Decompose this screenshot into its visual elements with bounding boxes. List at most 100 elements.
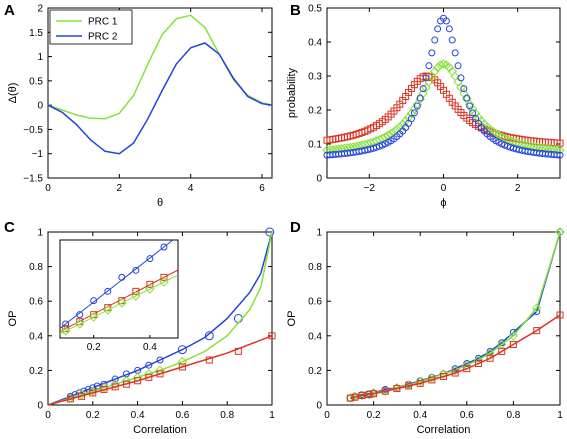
data-point (177, 345, 187, 355)
data-point (451, 49, 459, 57)
x-tick-label: 0 (45, 410, 51, 421)
data-point (373, 143, 381, 151)
panel-c-label: C (4, 219, 15, 236)
inset-data-point (145, 284, 155, 294)
y-axis-label: OP (7, 311, 19, 327)
x-tick-label: 0.2 (86, 410, 100, 421)
y-tick-label: 0.5 (29, 76, 43, 87)
data-point (422, 74, 430, 82)
inset-data-point (159, 277, 169, 287)
y-tick-label: 0.4 (308, 38, 322, 49)
inset-data-point (90, 311, 98, 319)
y-tick-label: 0.8 (308, 262, 322, 273)
data-point (421, 83, 431, 93)
legend-entry: PRC 2 (88, 32, 118, 43)
data-point (438, 59, 449, 69)
data-point (508, 331, 519, 341)
data-point (466, 102, 474, 110)
series-line-2 (47, 231, 273, 406)
x-tick-label: 0.2 (367, 410, 381, 421)
inset-data-point (118, 297, 126, 305)
y-tick-label: 0 (316, 174, 322, 185)
data-point (134, 377, 142, 385)
x-tick-label: 0.6 (460, 410, 474, 421)
data-point (405, 382, 413, 390)
data-point (234, 347, 242, 355)
data-point (78, 392, 86, 400)
data-point (66, 395, 74, 403)
y-tick-label: 0.2 (308, 106, 322, 117)
panel-b: −2 0 2 0 0.1 0.2 0.3 0.4 0.5 ϕ probability (286, 4, 565, 209)
data-point (416, 379, 424, 387)
data-point (434, 25, 442, 33)
y-tick-label: 0.4 (308, 331, 322, 342)
panel-b-label: B (290, 2, 301, 19)
data-point (456, 83, 466, 93)
data-point (425, 62, 433, 70)
data-point (463, 365, 471, 373)
data-point (403, 112, 414, 123)
data-point (410, 109, 418, 117)
inset-data-point (146, 280, 154, 288)
data-point (145, 361, 153, 369)
legend-entry: PRC 1 (88, 17, 118, 28)
plot-frame (47, 7, 273, 179)
y-tick-label: −0.5 (23, 125, 43, 136)
inset-frame (59, 239, 179, 339)
data-point (93, 382, 101, 390)
data-point (533, 327, 541, 335)
x-tick-label: 0.8 (506, 410, 520, 421)
panel-c: 0 0.2 0.4 0.6 0.8 1 0 0.2 0.4 0.6 0.8 1 Correlation O… (7, 227, 276, 436)
y-tick-label: 0 (37, 101, 43, 112)
x-axis-label: ϕ (440, 197, 446, 209)
inset-x-tick-label: 0.4 (143, 342, 157, 353)
y-tick-label: 0.6 (29, 297, 43, 308)
series-line-2 (47, 42, 273, 155)
legend-box (49, 9, 133, 45)
data-point (89, 389, 97, 397)
data-point (407, 115, 415, 123)
data-point (122, 380, 130, 388)
inset-data-point (74, 319, 85, 329)
x-tick-label: 0 (324, 410, 330, 421)
data-point (467, 104, 478, 114)
data-point (205, 356, 213, 364)
data-point (428, 49, 436, 57)
inset-x-tick-label: 0.2 (87, 342, 101, 353)
y-axis-label: probability (286, 67, 298, 118)
data-point (111, 375, 119, 383)
data-point (268, 332, 276, 340)
x-tick-label: 2 (515, 183, 521, 194)
data-point (454, 62, 462, 70)
inset-data-point (104, 304, 112, 312)
inset-data-point (117, 298, 127, 308)
data-point (419, 85, 427, 93)
data-point (470, 108, 481, 119)
data-point (358, 391, 366, 399)
x-tick-label: 0.4 (413, 410, 427, 421)
inset-data-point (60, 326, 71, 336)
data-point (469, 109, 477, 117)
inset-data-point (89, 312, 99, 322)
x-tick-label: 4 (188, 183, 194, 194)
y-tick-label: 1 (316, 228, 322, 239)
x-tick-label: 2 (117, 183, 123, 194)
inset-data-point (132, 266, 140, 274)
data-point (555, 227, 565, 237)
inset-plot: 0.2 0.4 (59, 239, 179, 353)
y-tick-label: 1.5 (29, 28, 43, 39)
x-tick-label: 0.8 (220, 410, 234, 421)
data-point (440, 372, 447, 380)
data-point (556, 151, 564, 159)
y-axis-label: Δ(θ) (7, 83, 19, 104)
data-point (428, 376, 436, 384)
data-point (100, 385, 108, 393)
data-point (413, 102, 421, 110)
y-tick-label: 0.1 (308, 140, 322, 151)
y-tick-label: 0 (316, 401, 322, 412)
data-point (156, 370, 164, 378)
x-tick-label: 6 (259, 183, 265, 194)
data-point (416, 94, 424, 102)
x-axis-label: Correlation (417, 424, 471, 436)
